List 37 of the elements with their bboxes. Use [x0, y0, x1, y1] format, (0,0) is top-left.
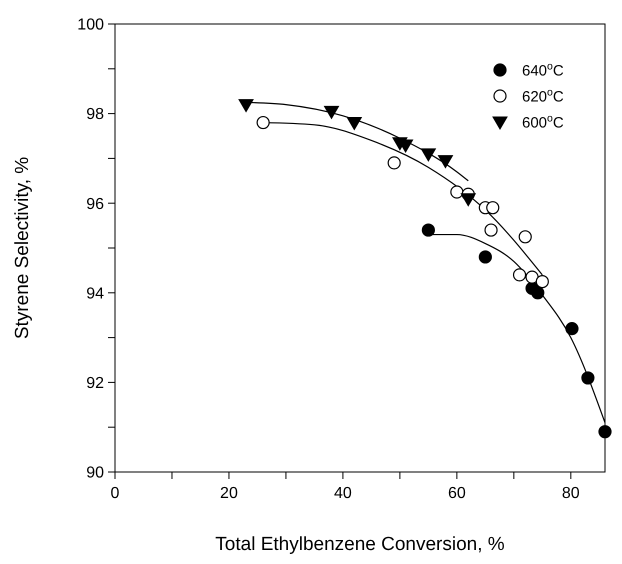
legend-label: 620$^{o}$C: [522, 86, 564, 106]
point: [518, 230, 532, 244]
point: [525, 270, 539, 284]
y-tick-label: 98: [86, 106, 104, 124]
point: [256, 116, 270, 130]
point: [536, 275, 549, 288]
point: [460, 193, 476, 206]
y-tick-label: 94: [86, 285, 104, 302]
point: [346, 117, 362, 130]
x-tick-label: 20: [220, 485, 238, 502]
point: [478, 250, 492, 264]
y-tick-label: 96: [86, 196, 104, 213]
x-tick-label: 60: [448, 485, 466, 502]
y-tick-label: 100: [77, 16, 104, 34]
point: [422, 223, 435, 237]
x-tick-label: 80: [562, 485, 580, 502]
point: [324, 106, 340, 119]
x-axis-title: Total Ethylbenzene Conversion, %: [215, 534, 505, 555]
y-tick-label: 90: [86, 464, 104, 482]
point: [484, 223, 498, 237]
point: [486, 201, 500, 214]
point: [438, 155, 453, 168]
point: [420, 148, 436, 162]
point: [565, 322, 579, 336]
point: [512, 268, 526, 282]
y-tick-label: 92: [86, 375, 104, 392]
x-tick-label: 40: [334, 485, 352, 502]
point: [531, 286, 544, 300]
y-axis-title: Styrene Selectivity, %: [12, 156, 33, 340]
x-tick-label: 0: [110, 485, 120, 502]
point: [598, 425, 612, 438]
point: [238, 99, 254, 112]
point: [581, 371, 595, 385]
point: [388, 156, 401, 170]
point: [450, 185, 464, 199]
legend-label: 600$^{o}$C: [522, 112, 564, 132]
legend-label: 640$^{o}$C: [522, 60, 564, 80]
